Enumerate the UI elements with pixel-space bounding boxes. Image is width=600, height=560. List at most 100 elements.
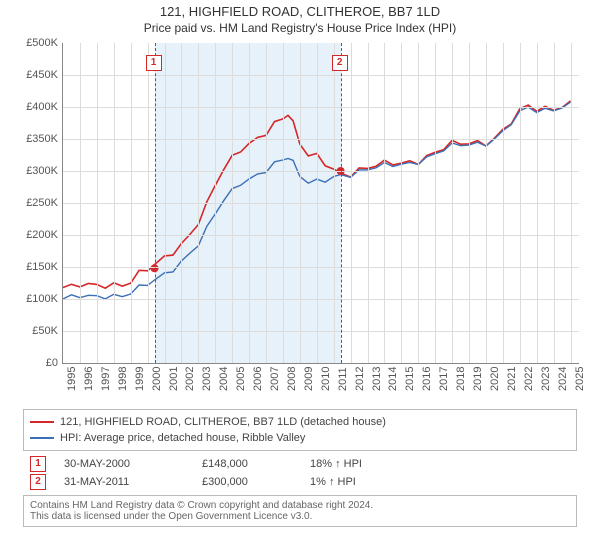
chart-title-block: 121, HIGHFIELD ROAD, CLITHEROE, BB7 1LD … <box>0 0 600 37</box>
gridline-h <box>63 75 579 76</box>
gridline-v <box>249 43 250 363</box>
legend-label-hpi: HPI: Average price, detached house, Ribb… <box>60 432 305 444</box>
sale-row: 2 31-MAY-2011 £300,000 1% ↑ HPI <box>30 473 570 491</box>
gridline-v <box>317 43 318 363</box>
gridline-v <box>520 43 521 363</box>
gridline-v <box>537 43 538 363</box>
gridline-v <box>418 43 419 363</box>
gridline-v <box>368 43 369 363</box>
sale-marker: 2 <box>30 474 46 490</box>
x-axis-label: 2005 <box>235 367 247 391</box>
gridline-v <box>452 43 453 363</box>
x-axis-label: 2004 <box>218 367 230 391</box>
x-axis-label: 2010 <box>320 367 332 391</box>
chart-title: 121, HIGHFIELD ROAD, CLITHEROE, BB7 1LD <box>0 4 600 19</box>
sales-table: 1 30-MAY-2000 £148,000 18% ↑ HPI 2 31-MA… <box>30 455 570 491</box>
x-axis-label: 2025 <box>574 367 586 391</box>
sale-date: 31-MAY-2011 <box>64 476 184 488</box>
footer-line: Contains HM Land Registry data © Crown c… <box>30 500 570 511</box>
gridline-v <box>97 43 98 363</box>
sale-vline <box>155 43 156 363</box>
x-axis-label: 2009 <box>303 367 315 391</box>
gridline-v <box>165 43 166 363</box>
y-axis-label: £250K <box>14 197 58 209</box>
x-axis-label: 2007 <box>269 367 281 391</box>
x-axis-label: 2019 <box>472 367 484 391</box>
gridline-h <box>63 203 579 204</box>
x-axis-label: 2001 <box>168 367 180 391</box>
x-axis-label: 2020 <box>489 367 501 391</box>
gridline-v <box>435 43 436 363</box>
x-axis-label: 2023 <box>540 367 552 391</box>
gridline-v <box>232 43 233 363</box>
x-axis-label: 2022 <box>523 367 535 391</box>
gridline-v <box>114 43 115 363</box>
x-axis-label: 2012 <box>354 367 366 391</box>
x-axis-label: 2015 <box>404 367 416 391</box>
x-axis-label: 1997 <box>100 367 112 391</box>
y-axis-label: £100K <box>14 293 58 305</box>
x-axis-label: 1996 <box>83 367 95 391</box>
sale-vline <box>341 43 342 363</box>
gridline-v <box>148 43 149 363</box>
sale-delta: 18% ↑ HPI <box>310 458 400 470</box>
chart-area: £0£50K£100K£150K£200K£250K£300K£350K£400… <box>10 37 590 407</box>
gridline-h <box>63 139 579 140</box>
x-axis-label: 2021 <box>506 367 518 391</box>
gridline-v <box>215 43 216 363</box>
x-axis-label: 2017 <box>438 367 450 391</box>
plot-area <box>62 43 579 364</box>
gridline-v <box>503 43 504 363</box>
gridline-v <box>486 43 487 363</box>
gridline-h <box>63 299 579 300</box>
x-axis-label: 2006 <box>252 367 264 391</box>
gridline-v <box>283 43 284 363</box>
gridline-v <box>300 43 301 363</box>
x-axis-label: 1998 <box>117 367 129 391</box>
y-axis-label: £150K <box>14 261 58 273</box>
y-axis-label: £450K <box>14 69 58 81</box>
x-axis-label: 2008 <box>286 367 298 391</box>
x-axis-label: 1995 <box>66 367 78 391</box>
gridline-v <box>334 43 335 363</box>
sale-row: 1 30-MAY-2000 £148,000 18% ↑ HPI <box>30 455 570 473</box>
legend-label-property: 121, HIGHFIELD ROAD, CLITHEROE, BB7 1LD … <box>60 416 386 428</box>
gridline-v <box>80 43 81 363</box>
sale-delta: 1% ↑ HPI <box>310 476 400 488</box>
gridline-v <box>266 43 267 363</box>
x-axis-label: 2000 <box>151 367 163 391</box>
legend-item-hpi: HPI: Average price, detached house, Ribb… <box>30 430 570 446</box>
gridline-v <box>554 43 555 363</box>
attribution-footer: Contains HM Land Registry data © Crown c… <box>23 495 577 527</box>
gridline-v <box>351 43 352 363</box>
gridline-v <box>131 43 132 363</box>
gridline-v <box>401 43 402 363</box>
gridline-h <box>63 171 579 172</box>
x-axis-label: 2018 <box>455 367 467 391</box>
x-axis-label: 2011 <box>337 367 349 391</box>
x-axis-label: 2024 <box>557 367 569 391</box>
y-axis-label: £200K <box>14 229 58 241</box>
gridline-h <box>63 235 579 236</box>
gridline-h <box>63 331 579 332</box>
sale-marker-box: 2 <box>332 55 348 71</box>
x-axis-label: 2014 <box>387 367 399 391</box>
y-axis-label: £300K <box>14 165 58 177</box>
gridline-v <box>384 43 385 363</box>
legend-swatch-hpi <box>30 437 54 439</box>
x-axis-label: 2002 <box>184 367 196 391</box>
chart-subtitle: Price paid vs. HM Land Registry's House … <box>0 21 600 35</box>
sale-price: £300,000 <box>202 476 292 488</box>
sale-marker: 1 <box>30 456 46 472</box>
y-axis-label: £0 <box>14 357 58 369</box>
legend: 121, HIGHFIELD ROAD, CLITHEROE, BB7 1LD … <box>23 409 577 451</box>
y-axis-label: £350K <box>14 133 58 145</box>
gridline-h <box>63 267 579 268</box>
gridline-v <box>469 43 470 363</box>
y-axis-label: £50K <box>14 325 58 337</box>
sale-marker-box: 1 <box>146 55 162 71</box>
sale-date: 30-MAY-2000 <box>64 458 184 470</box>
gridline-v <box>181 43 182 363</box>
gridline-v <box>571 43 572 363</box>
gridline-h <box>63 107 579 108</box>
